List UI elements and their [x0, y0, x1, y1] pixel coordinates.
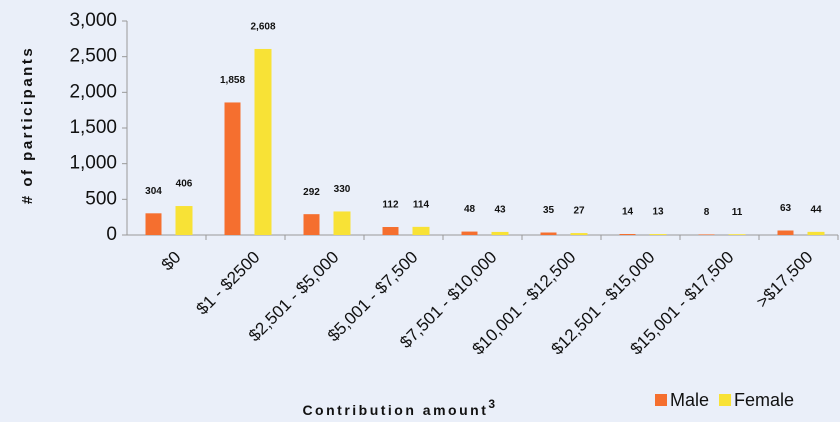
- y-tick-label: 3,000: [69, 10, 117, 31]
- bar: [491, 231, 509, 235]
- value-label: 63: [780, 203, 792, 214]
- bar: [649, 234, 667, 235]
- value-label: 8: [704, 207, 710, 218]
- bar: [540, 232, 557, 235]
- value-label: 11: [732, 207, 743, 218]
- value-label: 406: [176, 179, 193, 190]
- bar: [145, 213, 162, 235]
- value-label: 2,608: [250, 22, 275, 33]
- legend-swatch: [719, 394, 732, 406]
- bar: [807, 231, 825, 235]
- value-label: 304: [145, 186, 162, 197]
- bar: [728, 234, 746, 235]
- bar: [224, 102, 241, 235]
- value-label: 48: [464, 204, 476, 215]
- legend-label: Female: [734, 390, 794, 410]
- legend-label: Male: [670, 390, 709, 410]
- bar: [333, 211, 351, 235]
- y-tick-label: 1,000: [69, 153, 117, 174]
- value-label: 44: [810, 205, 822, 216]
- bar: [698, 234, 715, 235]
- y-tick-label: 2,500: [69, 46, 117, 67]
- bar: [570, 233, 588, 235]
- bar: [303, 214, 320, 235]
- value-label: 43: [494, 205, 506, 216]
- x-axis-label: Contribution amount3: [302, 397, 497, 418]
- value-label: 112: [382, 200, 399, 211]
- value-label: 35: [543, 205, 555, 216]
- y-tick-label: 1,500: [69, 117, 117, 138]
- value-label: 330: [334, 184, 351, 195]
- y-tick-label: 2,000: [69, 81, 117, 102]
- y-tick-label: 0: [106, 224, 117, 245]
- y-tick-label: 500: [85, 188, 117, 209]
- value-label: 292: [303, 187, 320, 198]
- bar: [777, 230, 794, 235]
- x-axis-label-note: 3: [488, 397, 497, 411]
- bar: [382, 227, 399, 235]
- x-axis-label-text: Contribution amount: [302, 402, 488, 418]
- y-axis-label: # of participants: [19, 46, 36, 204]
- bar: [412, 226, 430, 235]
- value-label: 27: [573, 206, 585, 217]
- value-label: 114: [413, 200, 430, 211]
- value-label: 14: [622, 207, 634, 218]
- value-label: 1,858: [220, 75, 245, 86]
- bar: [461, 231, 478, 235]
- bar: [175, 206, 193, 235]
- bar: [619, 234, 636, 235]
- value-label: 13: [652, 207, 664, 218]
- bar: [254, 48, 272, 236]
- legend-swatch: [655, 394, 667, 406]
